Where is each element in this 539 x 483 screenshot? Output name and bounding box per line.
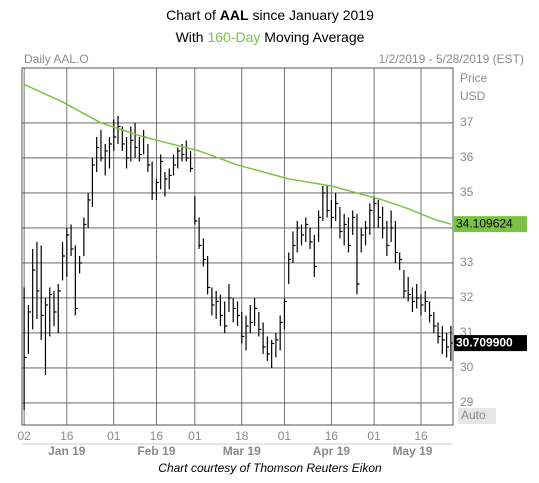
title-prefix: Chart of [166,7,220,23]
y-tick-label: 37 [460,115,474,129]
x-tick-label: 01 [107,429,121,443]
plot-area [22,68,454,425]
month-label: Jan 19 [48,444,86,458]
credit: Chart courtesy of Thomson Reuters Eikon [158,461,382,475]
y-tick-label: 36 [460,150,474,164]
month-label: Feb 19 [137,444,175,458]
x-tick-label: 16 [150,429,164,443]
title-suffix: since January 2019 [249,7,375,23]
x-tick-label: 01 [278,429,292,443]
close-last-label: 30.709900 [456,335,513,349]
x-tick-label: 02 [17,429,31,443]
ma-last-box [454,216,527,233]
ma-last-label: 34.109624 [456,216,513,230]
series-label: Daily AAL.O [24,52,89,66]
y-tick-label: 30 [460,360,474,374]
scale-mode-box [458,408,496,424]
plot-frame [21,67,454,426]
x-tick-label: 01 [367,429,381,443]
date-range: 1/2/2019 - 5/28/2019 (EST) [379,52,524,66]
moving-average [23,83,452,225]
subtitle-prefix: With [176,29,208,45]
title-symbol: AAL [220,7,249,23]
axis-unit: USD [460,89,486,103]
axis-label: Price [460,71,488,85]
month-label: May 19 [392,444,432,458]
subtitle-suffix: Moving Average [260,29,364,45]
x-tick-label: 18 [235,429,249,443]
chart-title: Chart of AAL since January 2019 [166,7,374,23]
x-tick-label: 16 [325,429,339,443]
x-tick-label: 16 [414,429,428,443]
close-last-box [454,335,527,352]
month-label: Mar 19 [223,444,261,458]
y-tick-label: 29 [460,395,474,409]
y-tick-label: 35 [460,185,474,199]
x-tick-label: 01 [188,429,202,443]
subtitle-highlight: 160-Day [207,29,260,45]
month-label: Apr 19 [313,444,351,458]
x-tick-label: 16 [60,429,74,443]
chart-subtitle: With 160-Day Moving Average [176,29,365,45]
y-tick-label: 33 [460,255,474,269]
y-tick-label: 32 [460,290,474,304]
scale-mode: Auto [461,408,486,422]
